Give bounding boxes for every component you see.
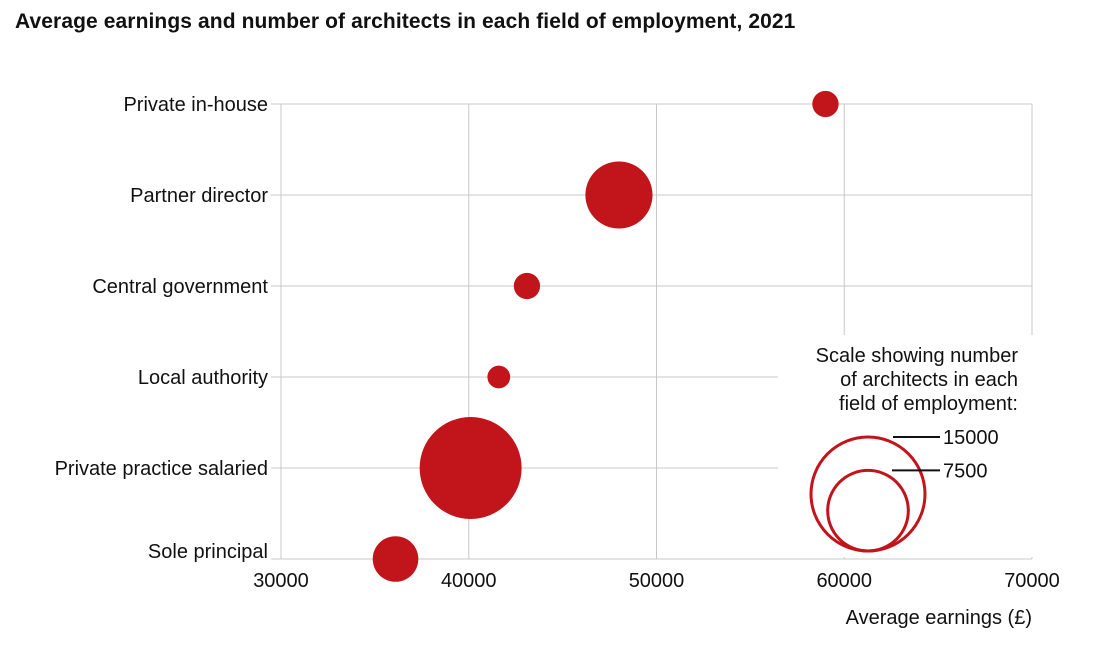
x-axis-label: Average earnings (£) xyxy=(846,607,1032,629)
bubble xyxy=(812,90,839,118)
bubble xyxy=(487,365,511,389)
bubbles xyxy=(372,90,839,582)
bubble xyxy=(372,536,419,582)
category-label: Private practice salaried xyxy=(55,458,268,480)
x-tick-label: 60000 xyxy=(816,570,872,592)
size-legend-title: field of employment: xyxy=(839,393,1018,415)
size-legend-title: of architects in each xyxy=(840,369,1018,391)
x-tick-labels: 30000 40000 50000 60000 70000 xyxy=(253,570,1060,592)
x-tick-label: 40000 xyxy=(441,570,497,592)
bubble xyxy=(585,161,653,229)
category-label: Central government xyxy=(92,276,268,298)
category-label: Private in-house xyxy=(123,94,268,116)
size-legend-circle xyxy=(826,468,910,553)
size-legend-label: 15000 xyxy=(943,427,999,449)
bubble xyxy=(513,272,541,300)
x-tick-label: 30000 xyxy=(253,570,309,592)
size-legend-title: Scale showing number xyxy=(816,345,1019,367)
legend-mask xyxy=(778,335,1033,557)
category-label: Partner director xyxy=(130,185,268,207)
category-labels: Private in-house Partner director Central … xyxy=(55,94,269,563)
bubble xyxy=(419,417,522,519)
chart-title: Average earnings and number of architect… xyxy=(15,10,796,33)
category-label: Local authority xyxy=(138,367,268,389)
x-tick-label: 70000 xyxy=(1004,570,1060,592)
category-label: Sole principal xyxy=(148,541,268,563)
size-legend-label: 7500 xyxy=(943,460,988,482)
x-tick-label: 50000 xyxy=(629,570,685,592)
